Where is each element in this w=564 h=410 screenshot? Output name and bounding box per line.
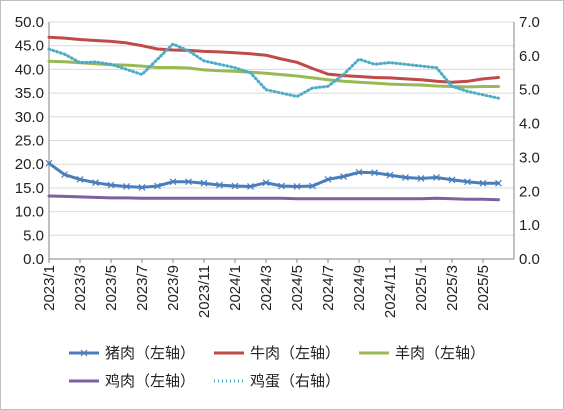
series-marker-0 — [293, 183, 301, 190]
x-tick-label: 2023/1 — [41, 265, 58, 311]
series-marker-0 — [371, 169, 378, 177]
series-marker-0 — [309, 182, 316, 190]
y-left-tick-label: 25.0 — [15, 133, 44, 150]
y-left-tick-label: 40.0 — [15, 61, 44, 78]
y-right-tick-label: 7.0 — [519, 14, 540, 31]
series-line-3 — [47, 194, 500, 202]
x-tick-label: 2023/9 — [165, 265, 182, 311]
series-marker-0 — [185, 178, 192, 186]
legend-label-3: 鸡肉（左轴） — [105, 372, 195, 390]
series-marker-0 — [107, 181, 115, 189]
series-marker-0 — [123, 183, 130, 190]
series-line-1 — [47, 35, 500, 84]
series-line-4 — [47, 42, 500, 100]
x-tick-label: 2024/7 — [320, 265, 337, 311]
x-tick-label: 2024/3 — [258, 265, 275, 311]
series-marker-0 — [169, 178, 177, 186]
x-tick-label: 2025/3 — [444, 265, 461, 311]
series-marker-0 — [154, 182, 161, 190]
y-left-tick-label: 45.0 — [15, 38, 44, 55]
series-marker-0 — [231, 182, 239, 190]
y-left-tick-label: 5.0 — [23, 227, 44, 244]
y-right-tick-label: 4.0 — [519, 116, 540, 133]
legend-label-2: 羊肉（左轴） — [395, 344, 485, 362]
legend-marker-0 — [80, 349, 88, 357]
series-marker-0 — [402, 174, 409, 181]
x-tick-label: 2023/7 — [134, 265, 151, 311]
x-tick-label: 2024/1 — [227, 265, 244, 311]
y-left-tick-label: 10.0 — [15, 204, 44, 221]
series-marker-0 — [355, 168, 363, 176]
legend-label-4: 鸡蛋（右轴） — [250, 372, 340, 390]
x-tick-label: 2025/5 — [475, 265, 492, 311]
x-tick-label: 2024/11 — [382, 265, 399, 318]
series-marker-0 — [200, 179, 208, 187]
y-right-tick-label: 0.0 — [519, 251, 540, 268]
y-right-tick-label: 6.0 — [519, 48, 540, 65]
y-left-tick-label: 20.0 — [15, 156, 44, 173]
y-left-tick-label: 30.0 — [15, 109, 44, 126]
series-marker-0 — [340, 173, 347, 180]
legend-label-0: 猪肉（左轴） — [105, 344, 195, 362]
series-marker-0 — [247, 183, 254, 190]
y-left-tick-label: 35.0 — [15, 85, 44, 102]
series-marker-0 — [433, 174, 440, 181]
x-tick-label: 2023/11 — [196, 265, 213, 318]
y-right-tick-label: 5.0 — [519, 82, 540, 99]
y-left-tick-label: 50.0 — [15, 14, 44, 31]
series-marker-0 — [216, 181, 223, 189]
series-marker-0 — [324, 175, 332, 183]
series-marker-0 — [386, 171, 394, 179]
x-tick-label: 2024/5 — [289, 265, 306, 311]
y-right-tick-label: 2.0 — [519, 183, 540, 200]
series-line-0 — [47, 161, 500, 189]
series-marker-0 — [479, 179, 487, 187]
series-marker-0 — [76, 175, 84, 183]
x-tick-label: 2023/5 — [103, 265, 120, 311]
series-marker-0 — [61, 171, 68, 179]
legend-label-1: 牛肉（左轴） — [250, 344, 340, 362]
y-right-tick-label: 3.0 — [519, 149, 540, 166]
x-tick-label: 2023/3 — [72, 265, 89, 311]
series-marker-0 — [464, 178, 471, 186]
series-marker-0 — [45, 159, 53, 167]
y-left-tick-label: 0.0 — [23, 251, 44, 268]
y-right-tick-label: 1.0 — [519, 217, 540, 234]
series-marker-0 — [417, 174, 425, 182]
y-left-tick-label: 15.0 — [15, 180, 44, 197]
series-marker-0 — [278, 182, 285, 190]
series-marker-0 — [262, 179, 270, 187]
series-marker-0 — [92, 179, 99, 187]
series-line-2 — [47, 59, 500, 89]
series-marker-0 — [138, 184, 146, 191]
x-tick-label: 2024/9 — [351, 265, 368, 311]
series-marker-0 — [495, 179, 502, 187]
x-tick-label: 2025/1 — [413, 265, 430, 311]
series-marker-0 — [448, 176, 456, 184]
